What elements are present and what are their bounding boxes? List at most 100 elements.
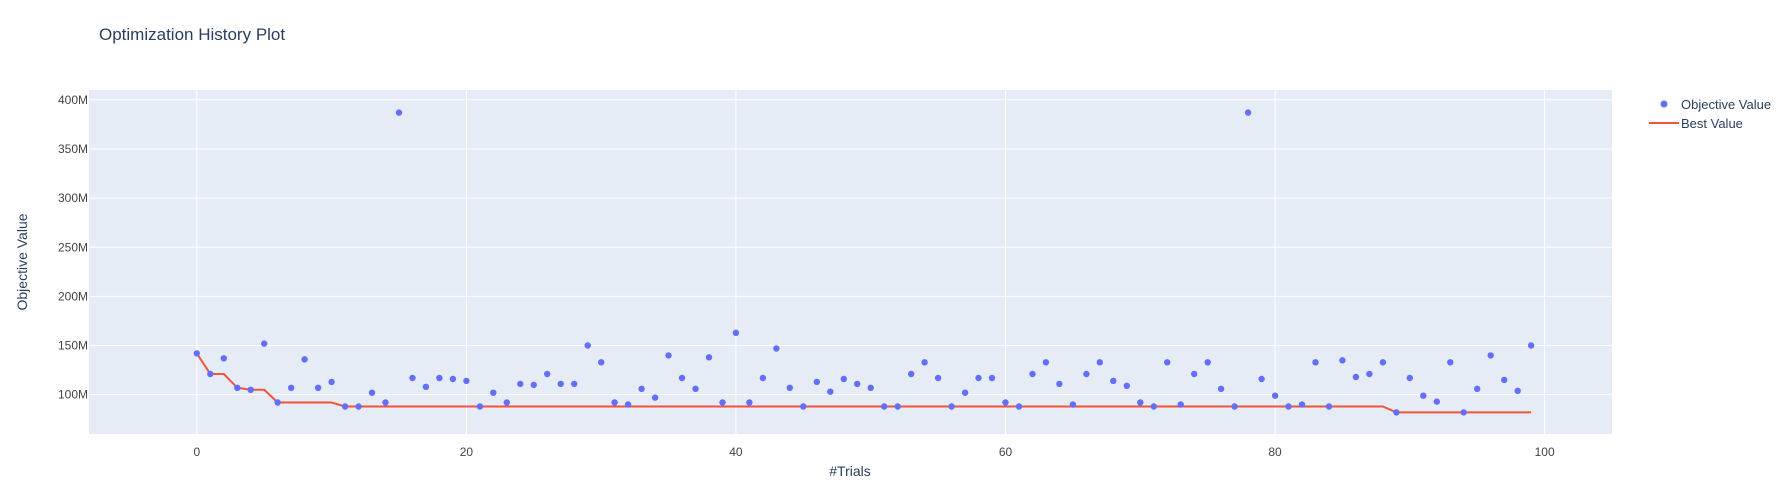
- objective-point[interactable]: [1191, 370, 1198, 378]
- objective-point[interactable]: [1271, 392, 1279, 399]
- objective-point[interactable]: [1501, 376, 1508, 384]
- objective-point[interactable]: [921, 359, 928, 366]
- objective-point[interactable]: [1298, 401, 1306, 408]
- objective-point[interactable]: [1379, 359, 1387, 366]
- objective-point[interactable]: [517, 380, 524, 388]
- objective-point[interactable]: [705, 354, 713, 361]
- objective-point[interactable]: [867, 384, 874, 391]
- objective-point[interactable]: [1433, 398, 1441, 405]
- objective-point[interactable]: [1352, 373, 1360, 381]
- objective-point[interactable]: [813, 378, 820, 386]
- objective-point[interactable]: [1244, 109, 1252, 116]
- objective-point[interactable]: [557, 380, 564, 388]
- legend-item-best-value[interactable]: Best Value: [1649, 116, 1743, 131]
- objective-point[interactable]: [881, 403, 888, 410]
- objective-point[interactable]: [961, 389, 969, 396]
- legend-item-objective-value[interactable]: Objective Value: [1660, 97, 1772, 112]
- objective-point[interactable]: [948, 403, 955, 410]
- objective-point[interactable]: [476, 403, 484, 410]
- objective-point[interactable]: [800, 403, 807, 410]
- objective-point[interactable]: [1474, 385, 1481, 392]
- objective-point[interactable]: [1069, 401, 1077, 408]
- objective-point[interactable]: [1029, 370, 1036, 378]
- objective-point[interactable]: [355, 403, 362, 410]
- objective-point[interactable]: [1137, 399, 1144, 406]
- objective-point[interactable]: [786, 384, 793, 391]
- objective-point[interactable]: [611, 399, 618, 406]
- objective-point[interactable]: [1258, 375, 1265, 383]
- objective-point[interactable]: [436, 374, 443, 382]
- objective-point[interactable]: [732, 329, 740, 336]
- objective-point[interactable]: [692, 385, 699, 392]
- objective-point[interactable]: [1406, 374, 1414, 382]
- objective-point[interactable]: [1002, 399, 1009, 406]
- objective-point[interactable]: [193, 350, 200, 357]
- objective-point[interactable]: [328, 378, 335, 386]
- objective-point[interactable]: [1487, 352, 1494, 359]
- objective-point[interactable]: [288, 384, 295, 391]
- objective-point[interactable]: [1083, 370, 1090, 378]
- objective-point[interactable]: [1447, 359, 1454, 366]
- objective-point[interactable]: [234, 384, 241, 391]
- objective-point[interactable]: [1527, 342, 1535, 349]
- objective-point[interactable]: [1285, 403, 1292, 410]
- objective-point[interactable]: [1123, 382, 1131, 389]
- objective-point[interactable]: [1393, 409, 1400, 416]
- objective-point[interactable]: [1217, 385, 1225, 392]
- objective-point[interactable]: [463, 377, 470, 385]
- objective-point[interactable]: [449, 375, 457, 383]
- objective-point[interactable]: [409, 374, 416, 382]
- objective-point[interactable]: [1056, 380, 1063, 388]
- objective-point[interactable]: [1204, 359, 1211, 366]
- objective-point[interactable]: [314, 384, 322, 391]
- objective-point[interactable]: [1325, 403, 1333, 410]
- objective-point[interactable]: [773, 345, 780, 352]
- objective-point[interactable]: [624, 401, 632, 408]
- objective-point[interactable]: [1312, 359, 1319, 366]
- objective-point[interactable]: [1042, 359, 1050, 366]
- objective-point[interactable]: [207, 370, 214, 378]
- objective-point[interactable]: [1366, 370, 1373, 378]
- objective-point[interactable]: [503, 399, 510, 406]
- objective-point[interactable]: [665, 352, 672, 359]
- objective-point[interactable]: [1420, 392, 1427, 399]
- objective-point[interactable]: [247, 386, 254, 393]
- objective-point[interactable]: [678, 374, 686, 382]
- objective-point[interactable]: [220, 355, 227, 362]
- objective-point[interactable]: [261, 340, 268, 347]
- objective-point[interactable]: [301, 356, 308, 363]
- objective-point[interactable]: [975, 374, 982, 382]
- objective-point[interactable]: [1514, 387, 1521, 394]
- objective-point[interactable]: [530, 381, 537, 389]
- objective-point[interactable]: [1339, 357, 1346, 364]
- objective-point[interactable]: [422, 383, 430, 390]
- objective-point[interactable]: [1164, 359, 1171, 366]
- objective-point[interactable]: [840, 375, 847, 383]
- objective-point[interactable]: [827, 388, 834, 395]
- objective-point[interactable]: [274, 399, 281, 406]
- objective-point[interactable]: [934, 374, 942, 382]
- objective-point[interactable]: [719, 399, 726, 406]
- objective-point[interactable]: [908, 370, 915, 378]
- objective-point[interactable]: [490, 389, 497, 396]
- objective-point[interactable]: [894, 403, 901, 410]
- objective-point[interactable]: [1110, 377, 1117, 385]
- objective-point[interactable]: [651, 394, 659, 401]
- objective-point[interactable]: [571, 380, 578, 388]
- objective-point[interactable]: [598, 359, 605, 366]
- objective-point[interactable]: [1150, 403, 1158, 410]
- objective-point[interactable]: [638, 385, 645, 392]
- objective-point[interactable]: [584, 342, 591, 349]
- legend[interactable]: Objective Value Best Value: [1649, 97, 1771, 131]
- objective-point[interactable]: [1231, 403, 1238, 410]
- objective-point[interactable]: [746, 399, 753, 406]
- objective-point[interactable]: [1460, 409, 1467, 416]
- objective-point[interactable]: [854, 380, 861, 388]
- objective-point[interactable]: [1177, 401, 1184, 408]
- objective-point[interactable]: [1096, 359, 1104, 366]
- objective-point[interactable]: [544, 370, 551, 378]
- objective-point[interactable]: [341, 403, 349, 410]
- objective-point[interactable]: [395, 109, 403, 116]
- objective-point[interactable]: [759, 374, 767, 382]
- objective-point[interactable]: [382, 399, 389, 406]
